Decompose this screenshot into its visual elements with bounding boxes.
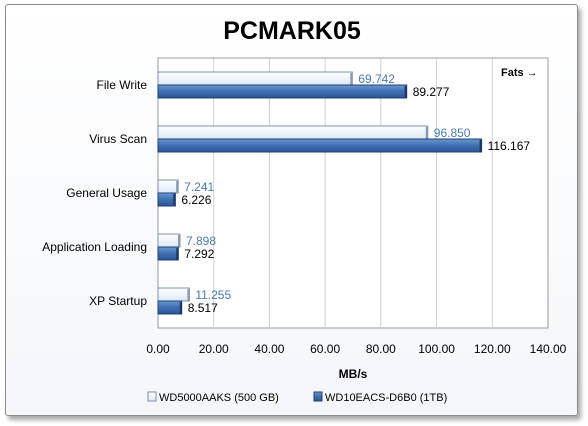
x-tick-label: 20.00 (199, 342, 229, 356)
bar-end-shade (187, 289, 190, 301)
bar-wd5000aaks (157, 233, 181, 248)
bar-wd10eacs (157, 246, 179, 261)
bar-wd5000aaks (157, 287, 190, 302)
bars (157, 71, 483, 315)
bar-end-shade (176, 248, 179, 260)
x-tick-label: 140.00 (530, 342, 567, 356)
bar-end-shade (179, 302, 182, 314)
bar-end-shade (176, 181, 179, 193)
plot-area (157, 57, 549, 329)
bar-end-shade (479, 140, 482, 152)
gridlines (213, 58, 493, 328)
x-tick-labels: 0.00 20.00 40.00 60.00 80.00 100.00 120.00 140.… (146, 342, 566, 356)
category-label: Application Loading (42, 240, 147, 254)
bar-wd5000aaks (157, 125, 429, 140)
bar-end-shade (178, 235, 181, 247)
data-label: 7.292 (184, 247, 214, 261)
category-label: Virus Scan (89, 132, 147, 146)
x-tick-label: 40.00 (254, 342, 284, 356)
bar-wd10eacs (157, 300, 183, 315)
data-label: 89.277 (413, 85, 450, 99)
data-label: 96.850 (434, 126, 471, 140)
bar-end-shade (350, 73, 353, 85)
x-tick-label: 80.00 (366, 342, 396, 356)
x-tick-label: 0.00 (146, 342, 170, 356)
x-tick-label: 120.00 (474, 342, 511, 356)
legend: WD5000AAKS (500 GB) WD10EACS-D6B0 (1TB) (147, 391, 447, 404)
chart-title: PCMARK05 (223, 17, 361, 45)
data-label: 116.167 (488, 139, 531, 153)
category-label: File Write (97, 78, 148, 92)
x-tick-label: 100.00 (418, 342, 455, 356)
legend-label: WD10EACS-D6B0 (1TB) (325, 392, 447, 404)
data-label: 11.255 (195, 288, 231, 302)
bar-wd10eacs (157, 138, 483, 153)
data-label: 8.517 (188, 301, 218, 315)
legend-swatch (147, 391, 157, 402)
x-tick-label: 60.00 (310, 342, 340, 356)
bar-end-shade (425, 127, 428, 139)
category-label: General Usage (66, 186, 147, 200)
legend-swatch (313, 391, 323, 402)
category-labels: File Write Virus Scan General Usage Applica… (42, 78, 147, 308)
bar-wd10eacs (157, 192, 176, 207)
bar-wd10eacs (157, 84, 408, 99)
faster-annotation: Fats → (501, 67, 538, 79)
bar-end-shade (173, 194, 176, 206)
category-label: XP Startup (89, 294, 147, 308)
data-label: 6.226 (181, 193, 211, 207)
bar-wd5000aaks (157, 179, 179, 194)
data-label: 7.241 (184, 180, 214, 194)
legend-label: WD5000AAKS (500 GB) (159, 392, 279, 404)
x-axis-label: MB/s (339, 367, 368, 381)
bar-wd5000aaks (157, 71, 353, 86)
data-label: 69.742 (358, 72, 395, 86)
data-label: 7.898 (186, 234, 216, 248)
bar-end-shade (404, 86, 407, 98)
